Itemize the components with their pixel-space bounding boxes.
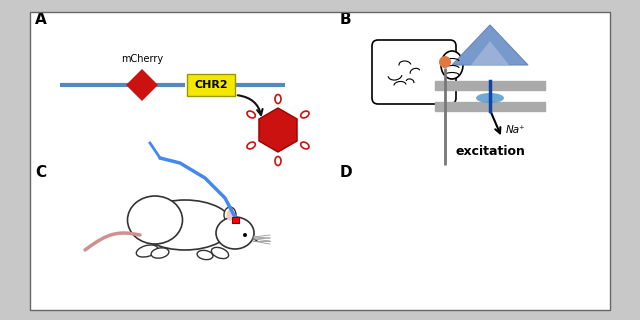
Text: excitation: excitation (455, 145, 525, 158)
Ellipse shape (476, 93, 504, 103)
Polygon shape (452, 25, 528, 65)
FancyBboxPatch shape (187, 74, 235, 96)
Polygon shape (259, 108, 297, 152)
FancyBboxPatch shape (372, 40, 456, 104)
Text: Na⁺: Na⁺ (506, 125, 525, 135)
Ellipse shape (224, 207, 236, 223)
FancyArrowPatch shape (238, 95, 262, 115)
Bar (232, 217, 239, 223)
Polygon shape (378, 45, 450, 102)
Polygon shape (126, 69, 158, 101)
Text: D: D (340, 165, 353, 180)
Circle shape (243, 233, 247, 237)
Ellipse shape (136, 245, 157, 257)
Text: CHR2: CHR2 (194, 80, 228, 90)
Text: B: B (340, 12, 351, 27)
Ellipse shape (138, 200, 232, 250)
Ellipse shape (151, 248, 169, 258)
Circle shape (439, 56, 451, 68)
Ellipse shape (441, 51, 463, 79)
Text: C: C (35, 165, 46, 180)
Text: mCherry: mCherry (121, 54, 163, 64)
Ellipse shape (216, 217, 254, 249)
Ellipse shape (197, 250, 213, 260)
Polygon shape (471, 41, 509, 65)
Ellipse shape (227, 210, 234, 220)
Ellipse shape (127, 196, 182, 244)
Text: A: A (35, 12, 47, 27)
Ellipse shape (211, 247, 228, 259)
